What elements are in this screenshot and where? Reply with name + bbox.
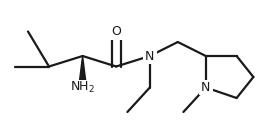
Bar [71, 80, 94, 95]
Bar [143, 48, 157, 64]
Text: NH$_2$: NH$_2$ [70, 80, 95, 95]
Text: O: O [111, 25, 121, 38]
Bar [109, 23, 123, 40]
Bar [199, 80, 213, 95]
Text: N: N [145, 50, 155, 62]
Polygon shape [79, 56, 87, 88]
Text: N: N [201, 81, 211, 94]
